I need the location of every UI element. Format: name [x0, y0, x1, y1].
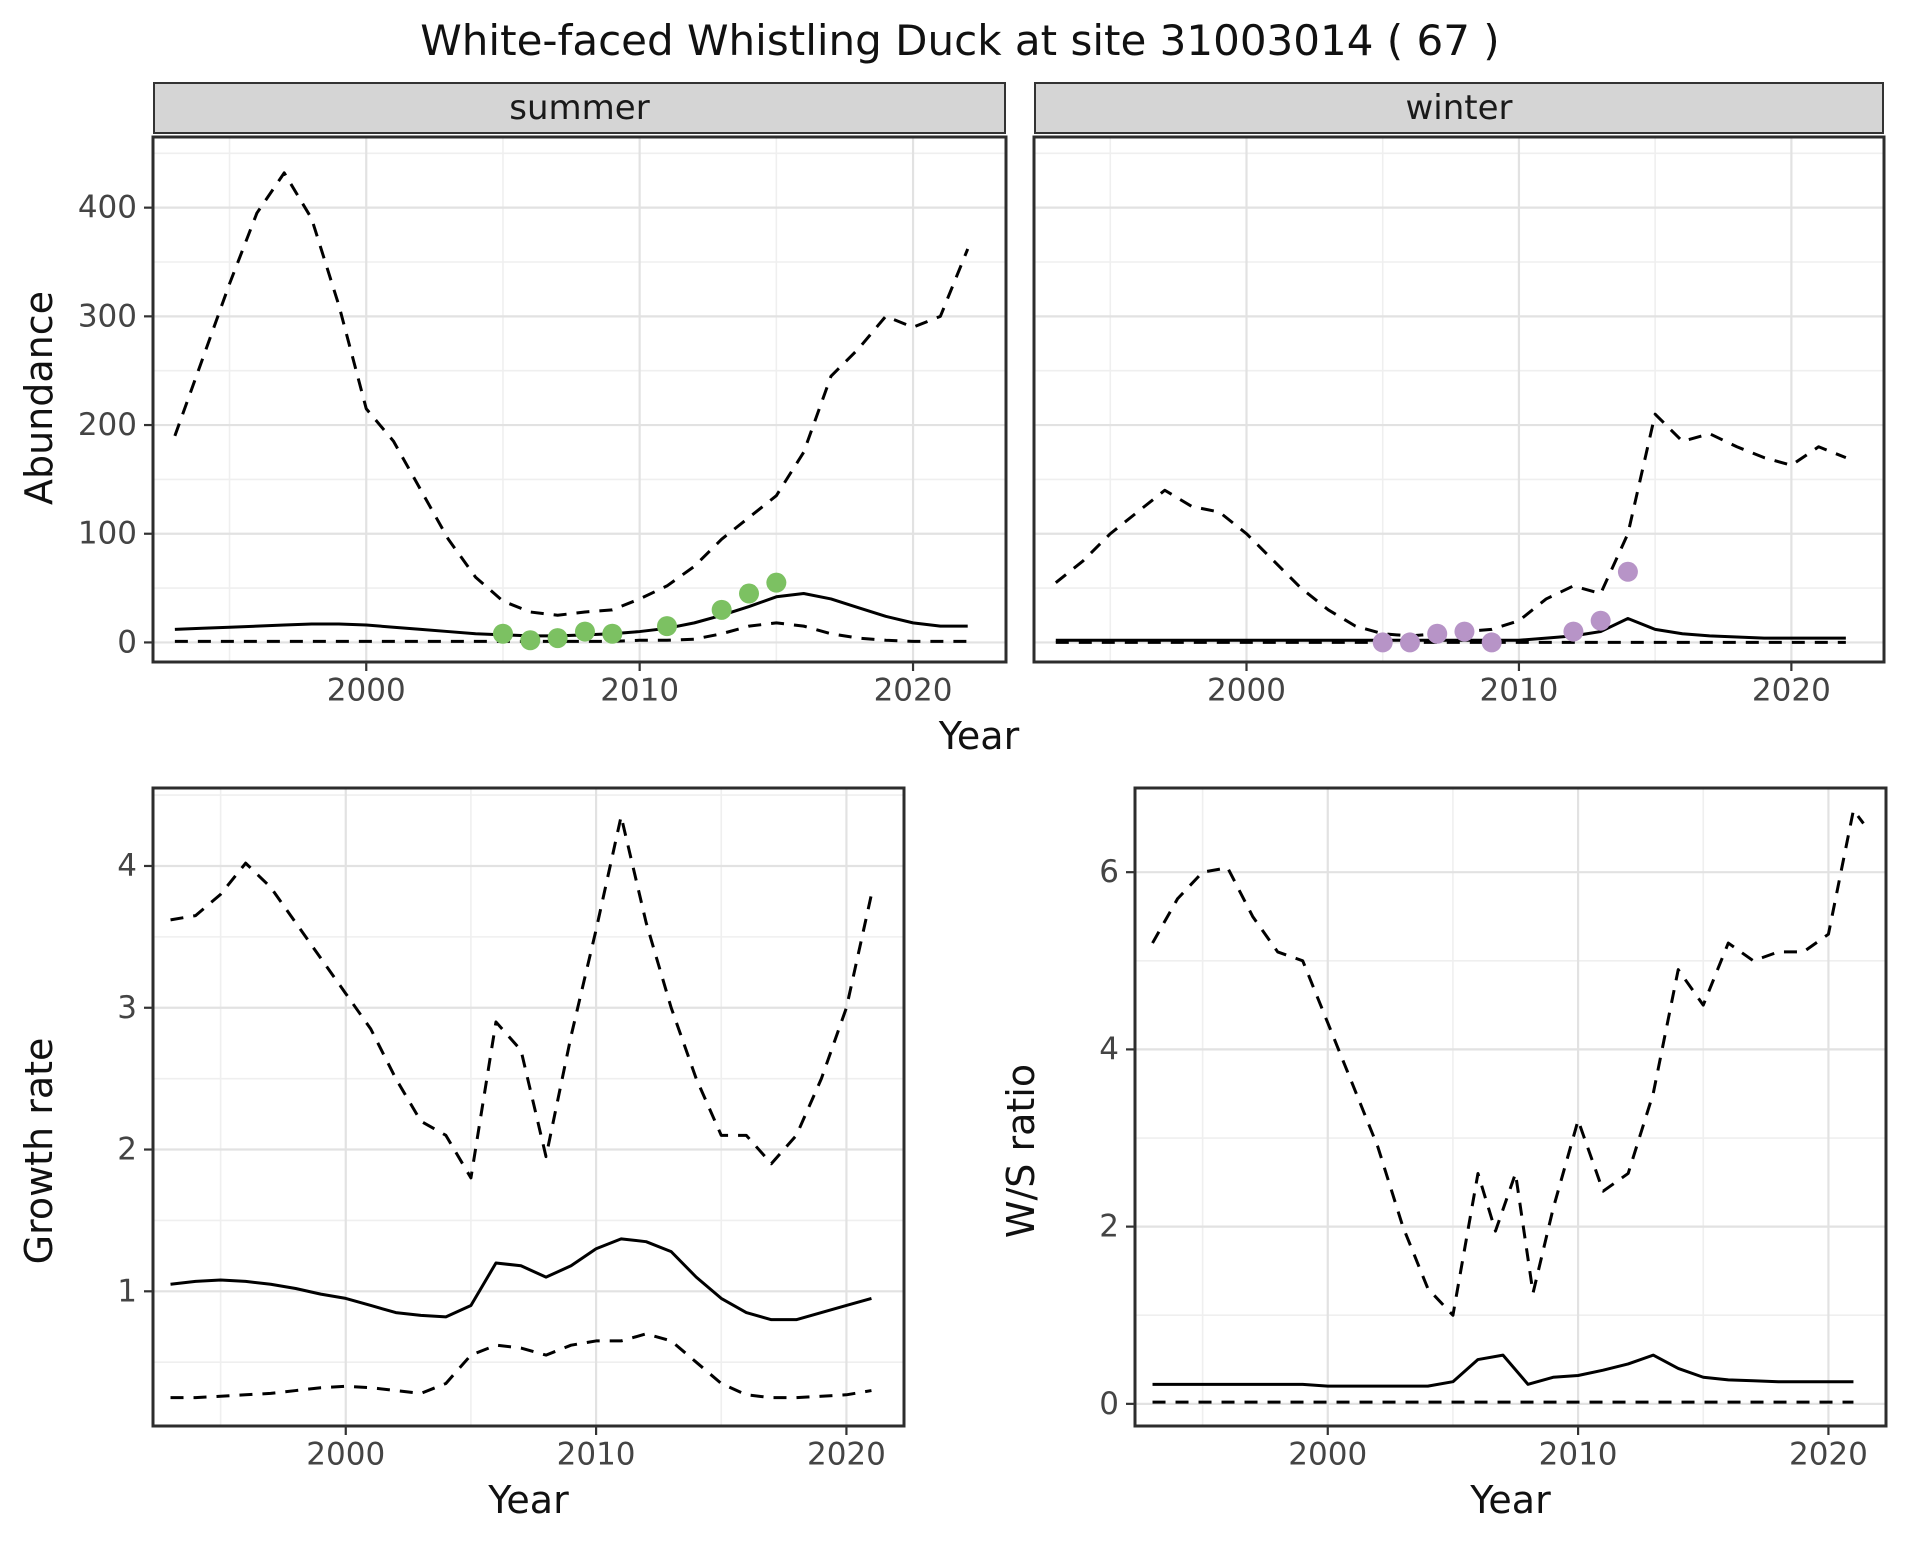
- svg-text:2020: 2020: [1752, 672, 1831, 708]
- svg-text:400: 400: [78, 190, 137, 226]
- ws-ratio-y-axis-title-col: W/S ratio: [992, 778, 1050, 1524]
- ws-ratio-x-axis-title: Year: [1470, 1478, 1551, 1522]
- svg-text:2010: 2010: [1479, 672, 1558, 708]
- abundance-winter-chart: 2000 2010 2020: [1032, 135, 1886, 708]
- svg-text:2000: 2000: [327, 672, 406, 708]
- svg-text:100: 100: [78, 516, 137, 552]
- svg-text:2020: 2020: [1789, 1436, 1868, 1472]
- svg-text:1: 1: [117, 1273, 137, 1309]
- svg-text:3: 3: [117, 990, 137, 1026]
- svg-text:4: 4: [1099, 1031, 1119, 1067]
- svg-text:0: 0: [1099, 1386, 1119, 1422]
- svg-text:4: 4: [117, 848, 137, 884]
- svg-text:2020: 2020: [807, 1436, 886, 1472]
- growth-rate-y-axis-title-col: Growth rate: [10, 778, 68, 1524]
- growth-rate-chart-col: 2000 2010 2020 1 2 3 4 Year: [68, 778, 914, 1524]
- svg-text:2: 2: [117, 1132, 137, 1168]
- facet-summer: summer 2000 2010 2020 0 100 200 300 400: [68, 82, 1012, 714]
- abundance-y-axis-title: Abundance: [17, 290, 61, 506]
- bottom-row: Growth rate 2000 2010 2020 1 2 3 4 Year W/S ra…: [0, 778, 1920, 1524]
- facet-strip-winter-label: winter: [1405, 88, 1513, 128]
- svg-text:2010: 2010: [1539, 1436, 1618, 1472]
- abundance-y-axis-title-col: Abundance: [10, 82, 68, 714]
- svg-text:2000: 2000: [1207, 672, 1286, 708]
- abundance-summer-chart: 2000 2010 2020 0 100 200 300 400: [78, 135, 1008, 708]
- facet-winter: winter 2000 2010 2020: [1012, 82, 1890, 714]
- ws-ratio-chart-col: 2000 2010 2020 0 2 4 6 Year: [1050, 778, 1896, 1524]
- svg-text:2000: 2000: [1288, 1436, 1367, 1472]
- growth-rate-chart: 2000 2010 2020 1 2 3 4: [117, 786, 906, 1472]
- abundance-x-axis-title: Year: [938, 714, 1020, 758]
- growth-rate-figure: Growth rate 2000 2010 2020 1 2 3 4 Year: [10, 778, 914, 1524]
- ws-ratio-y-axis-title: W/S ratio: [999, 1063, 1043, 1239]
- ws-ratio-chart: 2000 2010 2020 0 2 4 6: [1099, 786, 1888, 1472]
- svg-text:2020: 2020: [874, 672, 953, 708]
- svg-text:2010: 2010: [600, 672, 679, 708]
- facet-strip-winter: winter: [1034, 82, 1884, 134]
- ws-ratio-figure: W/S ratio 2000 2010 2020 0 2 4 6 Year: [992, 778, 1896, 1524]
- abundance-facet-row: Abundance summer 2000 2010 2020 0 100 200 300 4…: [0, 82, 1920, 714]
- facet-strip-summer: summer: [153, 82, 1006, 134]
- svg-text:2010: 2010: [557, 1436, 636, 1472]
- svg-text:6: 6: [1099, 854, 1119, 890]
- svg-text:200: 200: [78, 407, 137, 443]
- growth-rate-x-axis-title: Year: [488, 1478, 569, 1522]
- svg-text:2000: 2000: [306, 1436, 385, 1472]
- facet-strip-summer-label: summer: [509, 88, 650, 128]
- svg-text:0: 0: [117, 624, 137, 660]
- figure-title: White-faced Whistling Duck at site 31003…: [420, 16, 1500, 65]
- svg-text:2: 2: [1099, 1209, 1119, 1245]
- svg-text:300: 300: [78, 298, 137, 334]
- growth-rate-y-axis-title: Growth rate: [17, 1037, 61, 1265]
